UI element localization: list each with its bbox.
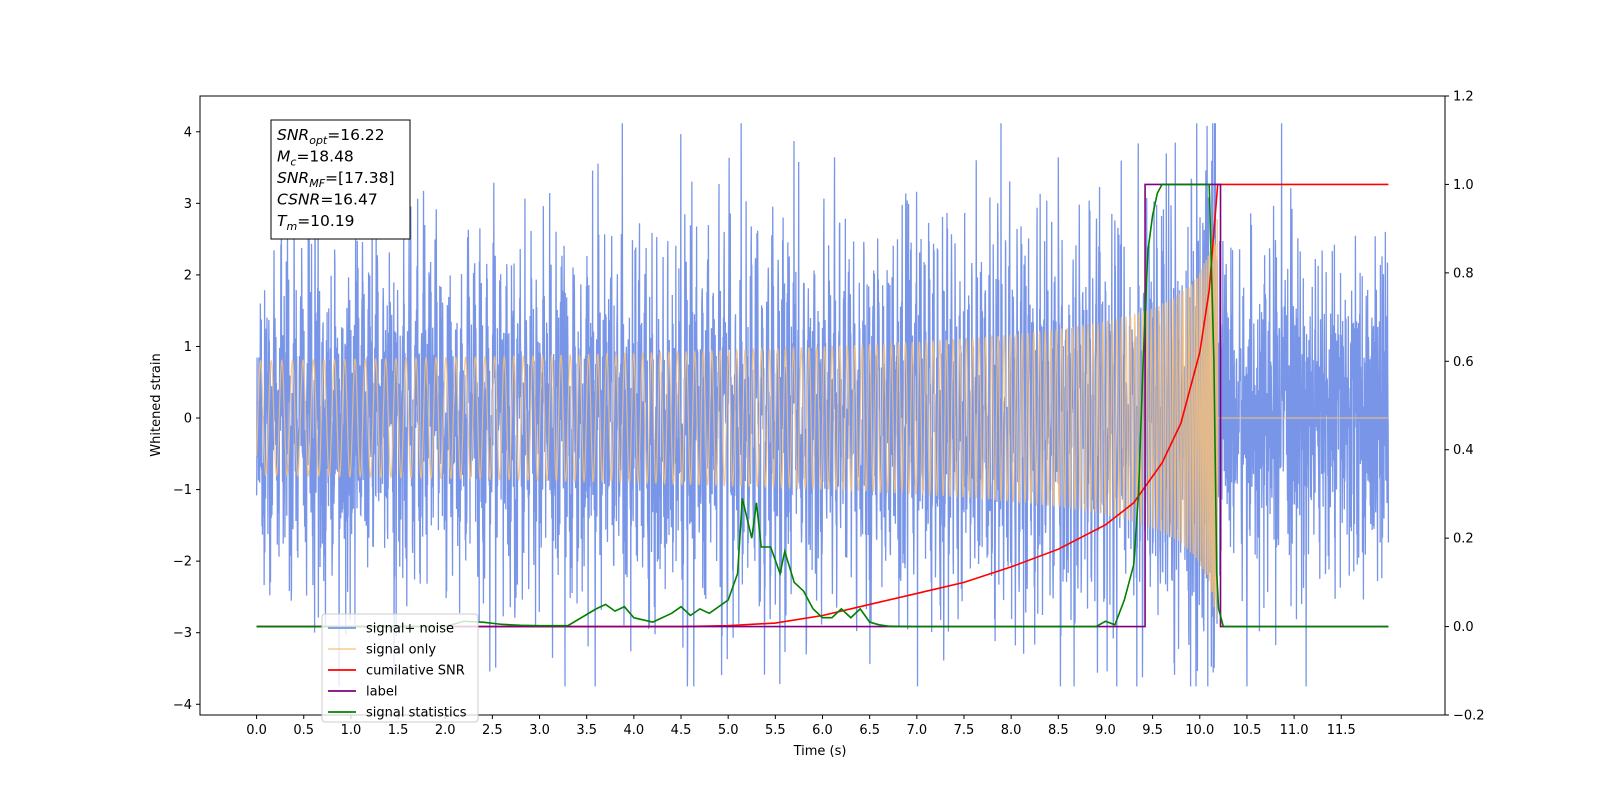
- y-left-tick-label: 2: [184, 268, 192, 283]
- x-axis-ticks: 0.0 0.5 1.0 1.5 2.0 2.5 3.0 3.5 4.0 4.5 5.0 5.5 6.0 6…: [246, 715, 1356, 738]
- x-tick-label: 4.0: [624, 723, 645, 738]
- x-tick-label: 1.0: [341, 723, 362, 738]
- y-left-tick-label: 0: [184, 412, 192, 427]
- annotation-line: Tm=10.19: [277, 212, 355, 233]
- x-tick-label: 8.0: [1001, 723, 1022, 738]
- y-left-tick-label: 4: [184, 125, 192, 140]
- plot-area: [255, 123, 1390, 687]
- legend-entry-label: cumilative SNR: [366, 664, 465, 679]
- y-axis-right-ticks: 1.2 1.0 0.8 0.6 0.4 0.2 0.0 −0.2: [1445, 90, 1485, 724]
- annotation-line: SNRMF=[17.38]: [277, 169, 395, 190]
- y-left-tick-label: −2: [173, 555, 192, 570]
- y-right-tick-label: 0.2: [1453, 532, 1474, 547]
- series-signal-only: [255, 219, 1389, 619]
- x-tick-label: 2.5: [482, 723, 503, 738]
- parameter-annotation-box: SNRopt=16.22Mc=18.48SNRMF=[17.38]CSNR=16…: [270, 119, 411, 240]
- y-right-tick-label: 1.0: [1453, 178, 1474, 193]
- annotation-line: Mc=18.48: [277, 148, 354, 169]
- series-signal-statistics: [256, 183, 1389, 628]
- x-tick-label: 7.0: [906, 723, 927, 738]
- legend-frame: [321, 613, 479, 723]
- x-tick-label: 10.5: [1232, 723, 1261, 738]
- y-left-tick-label: −4: [173, 698, 192, 713]
- y-right-tick-label: 0.8: [1453, 266, 1474, 281]
- x-tick-label: 6.0: [812, 723, 833, 738]
- x-tick-label: 6.5: [859, 723, 880, 738]
- legend: signal+ noise signal only cumilative SNR la…: [321, 613, 479, 723]
- y-left-tick-label: −1: [173, 483, 192, 498]
- annotation-frame: [270, 119, 411, 240]
- x-tick-label: 2.0: [435, 723, 456, 738]
- y-left-tick-label: 1: [184, 340, 192, 355]
- x-tick-label: 0.0: [246, 723, 267, 738]
- x-tick-label: 10.0: [1185, 723, 1214, 738]
- legend-entry-label: signal only: [366, 643, 436, 658]
- y-right-tick-label: 1.2: [1453, 90, 1474, 105]
- y-right-tick-label: 0.0: [1453, 620, 1474, 635]
- x-tick-label: 7.5: [954, 723, 975, 738]
- x-tick-label: 9.5: [1142, 723, 1163, 738]
- legend-entry-label: signal+ noise: [366, 622, 454, 637]
- x-tick-label: 11.5: [1327, 723, 1356, 738]
- y-left-tick-label: −3: [173, 626, 192, 641]
- annotation-line: SNRopt=16.22: [277, 126, 385, 147]
- x-tick-label: 5.5: [765, 723, 786, 738]
- x-tick-label: 1.5: [388, 723, 409, 738]
- y-left-tick-label: 3: [184, 197, 192, 212]
- annotation-line: CSNR=16.47: [277, 191, 378, 209]
- x-tick-label: 11.0: [1280, 723, 1309, 738]
- x-tick-label: 9.0: [1095, 723, 1116, 738]
- y-right-tick-label: −0.2: [1453, 709, 1485, 724]
- x-tick-label: 0.5: [293, 723, 314, 738]
- y-axis-left-ticks: 4 3 2 1 0 −1 −2 −3 −4: [173, 125, 200, 713]
- x-tick-label: 5.0: [718, 723, 739, 738]
- legend-entry-label: signal statistics: [366, 706, 467, 721]
- series-cumilative-snr: [256, 183, 1389, 628]
- legend-entry-label: label: [366, 685, 397, 700]
- y-right-tick-label: 0.6: [1453, 355, 1474, 370]
- y-right-tick-label: 0.4: [1453, 443, 1474, 458]
- x-tick-label: 3.5: [576, 723, 597, 738]
- x-tick-label: 8.5: [1048, 723, 1069, 738]
- x-axis-label: Time (s): [793, 744, 847, 759]
- x-tick-label: 3.0: [529, 723, 550, 738]
- series-layer: [255, 123, 1390, 687]
- y-axis-label: Whitened strain: [149, 353, 164, 456]
- x-tick-label: 4.5: [671, 723, 692, 738]
